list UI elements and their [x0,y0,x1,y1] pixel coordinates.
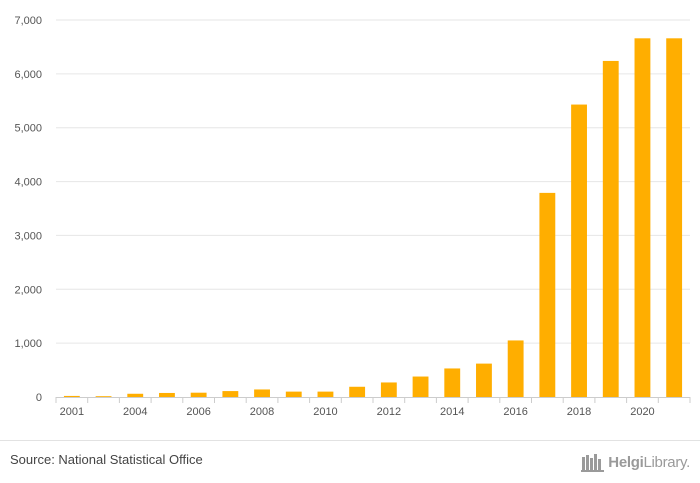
x-tick-label: 2001 [60,406,84,418]
brand-name: Helgi [608,453,644,471]
y-tick-label: 6,000 [14,69,42,81]
bar-2004[interactable] [159,392,175,397]
y-tick-label: 0 [36,392,42,404]
helgi-library-logo[interactable]: Helgi Library. [581,450,690,474]
y-tick-label: 3,000 [14,230,42,242]
bar-series [63,38,683,397]
bar-2014[interactable] [476,363,492,397]
y-tick-label: 7,000 [14,15,42,27]
y-tick-label: 2,000 [14,284,42,296]
bar-2015[interactable] [507,340,524,397]
bar-2020[interactable] [666,38,683,397]
y-tick-label: 1,000 [14,338,42,350]
x-tick-label: 2012 [377,406,401,418]
bar-2001[interactable] [63,395,80,397]
bar-2019[interactable] [634,38,651,397]
bar-2006[interactable] [222,391,239,397]
footer: Source: National Statistical Office Helg… [0,440,700,483]
y-tick-label: 4,000 [14,177,42,189]
bar-2018[interactable] [602,60,619,397]
bar-2012[interactable] [412,376,429,397]
bar-2002[interactable] [95,396,112,397]
x-tick-label: 2016 [503,406,527,418]
x-tick-label: 2020 [630,406,654,418]
x-tick-label: 2006 [186,406,210,418]
y-tick-label: 5,000 [14,123,42,135]
bar-2005[interactable] [190,392,207,397]
bar-2010[interactable] [349,386,366,397]
grid-lines [56,19,690,344]
y-axis-labels: 0 1,000 2,000 3,000 4,000 5,000 6,000 7,000 [14,15,42,404]
x-axis-labels: 2001 2004 2006 2008 2010 2012 2014 2016 2018 2020 [60,406,655,418]
x-tick-label: 2004 [123,406,147,418]
source-note: Source: National Statistical Office [10,452,203,467]
bar-2011[interactable] [380,382,397,397]
bar-2008[interactable] [285,391,302,397]
bar-2003[interactable] [127,393,144,397]
bookshelf-icon [581,454,605,472]
brand-suffix: Library. [643,453,690,471]
axes [55,397,691,403]
bar-2007[interactable] [254,389,270,397]
x-tick-label: 2014 [440,406,464,418]
bar-2013[interactable] [444,368,461,397]
bar-chart: 0 1,000 2,000 3,000 4,000 5,000 6,000 7,000 200… [14,15,691,418]
bar-2009[interactable] [317,391,334,397]
x-tick-label: 2018 [567,406,591,418]
x-tick-label: 2010 [313,406,337,418]
bar-2017[interactable] [571,104,587,397]
bar-2016[interactable] [539,192,556,397]
x-tick-label: 2008 [250,406,274,418]
